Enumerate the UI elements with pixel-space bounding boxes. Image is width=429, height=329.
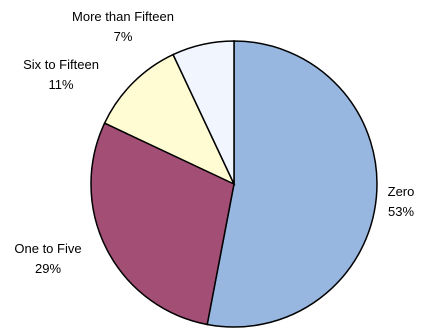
slice-value-six-to-fifteen: 11% (48, 77, 73, 92)
slice-label-zero: Zero (388, 184, 415, 199)
slice-label-more-than-fifteen: More than Fifteen (72, 9, 174, 24)
pie-slice-more-than-fifteen (172, 40, 235, 185)
slice-value-one-to-five: 29% (35, 261, 61, 276)
pie-slice-zero (206, 40, 378, 328)
pie-slice-six-to-fifteen (103, 53, 236, 186)
pie-slice-one-to-five (90, 122, 235, 326)
slice-value-zero: 53% (388, 204, 414, 219)
slice-label-one-to-five: One to Five (14, 241, 81, 256)
slice-label-six-to-fifteen: Six to Fifteen (23, 57, 99, 72)
slice-value-more-than-fifteen: 7% (114, 29, 133, 44)
